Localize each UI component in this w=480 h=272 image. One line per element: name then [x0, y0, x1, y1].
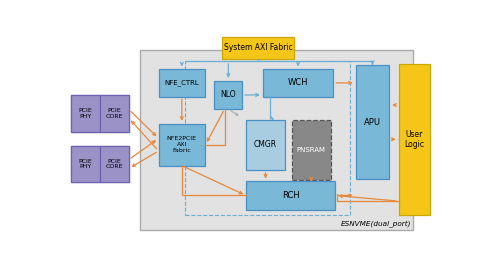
Text: PCIE
CORE: PCIE CORE	[106, 159, 123, 169]
Text: ESNVME(dual_port): ESNVME(dual_port)	[341, 221, 411, 227]
Bar	[246, 181, 335, 210]
Bar	[263, 69, 334, 97]
Bar	[71, 146, 129, 183]
Bar	[100, 146, 129, 183]
Bar	[158, 69, 205, 97]
Text: WCH: WCH	[288, 78, 308, 87]
Text: PCIE
PHY: PCIE PHY	[79, 109, 93, 119]
Text: CMGR: CMGR	[254, 140, 277, 149]
Bar	[292, 120, 331, 180]
Text: APU: APU	[364, 118, 381, 127]
Bar	[356, 65, 389, 179]
Text: PNSRAM: PNSRAM	[297, 147, 326, 153]
Text: NLO: NLO	[220, 91, 236, 100]
Bar	[246, 120, 285, 170]
Text: PCIE
PHY: PCIE PHY	[79, 159, 93, 169]
Text: NFE2PCIE
AXI
Fabric: NFE2PCIE AXI Fabric	[167, 136, 197, 153]
Bar	[100, 95, 129, 132]
Bar	[185, 61, 350, 215]
Text: NFE_CTRL: NFE_CTRL	[165, 79, 199, 86]
Bar	[398, 64, 430, 215]
Bar	[222, 37, 294, 59]
Bar	[215, 81, 242, 109]
Text: System AXI Fabric: System AXI Fabric	[224, 43, 292, 52]
Bar	[158, 124, 205, 166]
Text: User
Logic: User Logic	[404, 130, 424, 149]
Bar	[71, 95, 100, 132]
Text: PCIE
CORE: PCIE CORE	[106, 109, 123, 119]
Bar	[71, 146, 100, 183]
Text: RCH: RCH	[282, 191, 300, 200]
Bar	[71, 95, 129, 132]
Bar	[140, 50, 413, 230]
